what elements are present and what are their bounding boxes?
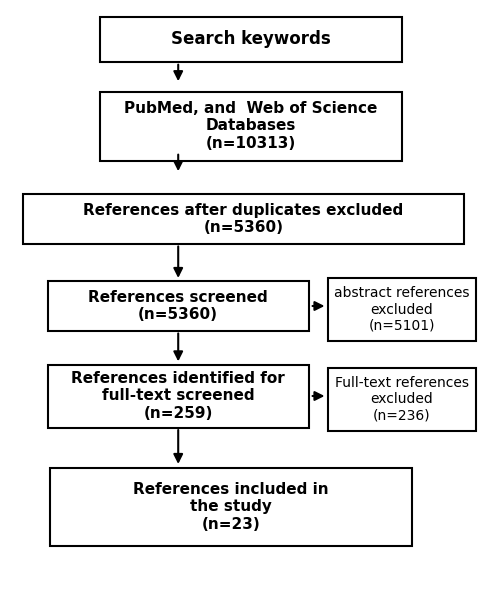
Text: References after duplicates excluded
(n=5360): References after duplicates excluded (n=… — [83, 203, 403, 235]
Text: References included in
the study
(n=23): References included in the study (n=23) — [133, 482, 328, 532]
FancyBboxPatch shape — [100, 91, 401, 160]
Text: References screened
(n=5360): References screened (n=5360) — [88, 290, 268, 322]
FancyBboxPatch shape — [48, 364, 308, 427]
Text: PubMed, and  Web of Science
Databases
(n=10313): PubMed, and Web of Science Databases (n=… — [124, 101, 377, 151]
FancyBboxPatch shape — [327, 278, 475, 341]
FancyBboxPatch shape — [48, 281, 308, 331]
FancyBboxPatch shape — [23, 194, 463, 244]
Text: Search keywords: Search keywords — [171, 30, 330, 48]
FancyBboxPatch shape — [50, 468, 411, 546]
Text: Full-text references
excluded
(n=236): Full-text references excluded (n=236) — [334, 376, 467, 422]
FancyBboxPatch shape — [327, 367, 475, 430]
Text: References identified for
full-text screened
(n=259): References identified for full-text scre… — [71, 371, 285, 421]
FancyBboxPatch shape — [100, 16, 401, 61]
Text: abstract references
excluded
(n=5101): abstract references excluded (n=5101) — [333, 286, 468, 333]
